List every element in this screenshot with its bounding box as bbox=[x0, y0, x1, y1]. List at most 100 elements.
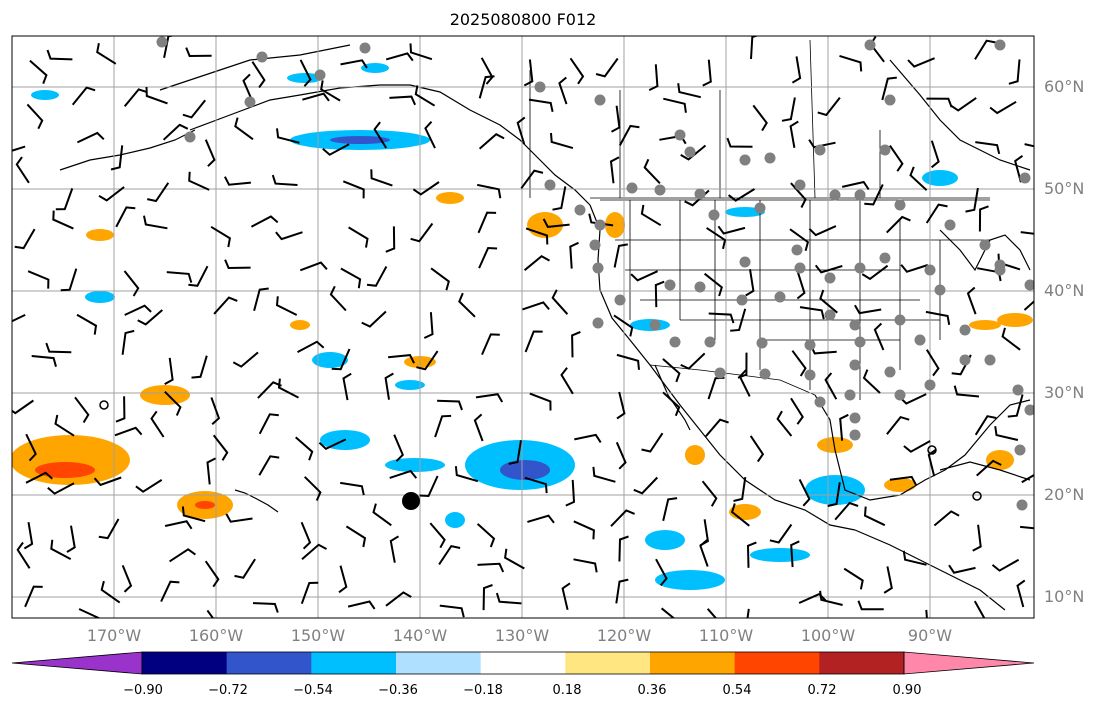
low-center-icon bbox=[927, 445, 937, 455]
field-blob bbox=[287, 73, 323, 83]
wind-barb-icon bbox=[616, 391, 626, 420]
station-dot-icon bbox=[534, 81, 546, 93]
station-dot-icon bbox=[849, 319, 861, 331]
wind-barb-layer bbox=[12, 36, 1034, 618]
wind-barb-icon bbox=[925, 203, 948, 224]
wind-barb-icon bbox=[348, 226, 369, 248]
wind-barb-icon bbox=[991, 558, 1020, 572]
wind-barb-icon bbox=[389, 469, 418, 479]
wind-barb-icon bbox=[640, 204, 662, 227]
wind-barb-icon bbox=[966, 286, 977, 315]
station-dot-icon bbox=[592, 262, 604, 274]
wind-barb-icon bbox=[973, 600, 986, 618]
station-dot-icon bbox=[544, 179, 556, 191]
wind-barb-icon bbox=[592, 466, 616, 483]
wind-barb-icon bbox=[98, 518, 120, 540]
wind-barb-icon bbox=[648, 64, 659, 92]
wind-barb-icon bbox=[975, 141, 1001, 155]
station-dot-icon bbox=[764, 152, 776, 164]
station-dot-icon bbox=[592, 317, 604, 329]
lat-label-20n: 20°N bbox=[1044, 485, 1085, 504]
station-dot-icon bbox=[924, 264, 936, 276]
wind-barb-icon bbox=[210, 225, 232, 248]
wind-barb-icon bbox=[26, 103, 44, 130]
wind-barb-icon bbox=[613, 243, 628, 268]
wind-barb-icon bbox=[615, 441, 627, 470]
wind-barb-icon bbox=[1014, 154, 1024, 183]
colorbar-extend-max bbox=[903, 651, 1035, 675]
coastline-alaska bbox=[189, 84, 591, 206]
wind-barb-icon bbox=[416, 350, 439, 371]
map-title: 2025080800 F012 bbox=[449, 10, 597, 29]
coastline-gulf bbox=[814, 394, 1031, 501]
station-dot-icon bbox=[984, 354, 996, 366]
wind-barb-icon bbox=[114, 426, 143, 437]
wind-barb-icon bbox=[477, 183, 502, 199]
wind-barb-icon bbox=[730, 308, 747, 332]
typhoon-marker[interactable] bbox=[402, 492, 420, 510]
station-dot-icon bbox=[664, 279, 676, 291]
wind-barb-icon bbox=[662, 497, 678, 522]
wind-barb-icon bbox=[342, 372, 352, 401]
station-dot-icon bbox=[879, 252, 891, 264]
lon-label-110w: 110°W bbox=[698, 626, 754, 645]
lon-label-100w: 100°W bbox=[800, 626, 856, 645]
wind-barb-icon bbox=[699, 539, 709, 567]
colorbar-segment bbox=[311, 652, 397, 674]
wind-barb-icon bbox=[188, 171, 210, 191]
weather-map[interactable] bbox=[0, 0, 1105, 640]
colorbar-tick-label: 0.90 bbox=[892, 683, 922, 698]
wind-barb-icon bbox=[863, 506, 886, 527]
wind-barb-icon bbox=[225, 513, 253, 523]
station-dot-icon bbox=[1016, 499, 1028, 511]
wind-barb-icon bbox=[889, 145, 904, 172]
wind-barb-icon bbox=[409, 43, 433, 61]
station-dot-icon bbox=[829, 189, 841, 201]
station-layer bbox=[156, 36, 1034, 511]
station-dot-icon bbox=[1024, 279, 1034, 291]
wind-barb-icon bbox=[609, 156, 620, 184]
wind-barb-icon bbox=[29, 59, 48, 84]
low-center-icon bbox=[972, 491, 982, 501]
wind-barb-icon bbox=[224, 176, 251, 186]
state-boundary bbox=[629, 200, 941, 400]
wind-barb-icon bbox=[121, 565, 133, 593]
wind-barb-icon bbox=[76, 131, 105, 144]
wind-barb-icon bbox=[495, 592, 522, 605]
station-dot-icon bbox=[626, 182, 638, 194]
wind-barb-icon bbox=[162, 123, 189, 141]
map-background bbox=[12, 36, 1034, 618]
wind-barb-icon bbox=[660, 607, 676, 618]
wind-barb-icon bbox=[925, 310, 951, 325]
lat-label-60n: 60°N bbox=[1044, 77, 1085, 96]
wind-barb-icon bbox=[76, 313, 98, 335]
wind-barb-icon bbox=[817, 96, 841, 117]
coastline-aleutians bbox=[59, 129, 196, 171]
wind-barb-icon bbox=[429, 522, 446, 549]
wind-barb-icon bbox=[373, 121, 388, 149]
station-dot-icon bbox=[704, 336, 716, 348]
field-blob bbox=[645, 530, 685, 550]
wind-barb-icon bbox=[776, 410, 793, 437]
wind-barb-icon bbox=[55, 188, 74, 211]
wind-barb-icon bbox=[560, 367, 574, 395]
wind-barb-icon bbox=[573, 558, 598, 573]
colorbar-tick-label: −0.90 bbox=[123, 683, 163, 698]
wind-barb-icon bbox=[834, 501, 859, 521]
graticule-layer bbox=[12, 36, 1034, 618]
station-dot-icon bbox=[314, 69, 326, 81]
station-dot-icon bbox=[736, 294, 748, 306]
wind-barb-icon bbox=[252, 602, 279, 613]
wind-barb-icon bbox=[861, 264, 889, 281]
wind-barb-icon bbox=[204, 560, 220, 588]
wind-barb-icon bbox=[726, 137, 753, 148]
field-blob bbox=[140, 385, 190, 405]
wind-barb-icon bbox=[573, 520, 595, 540]
wind-barb-icon bbox=[619, 124, 640, 146]
colorbar bbox=[11, 651, 1035, 675]
field-blob bbox=[312, 352, 348, 368]
colorbar-tick-label: 0.72 bbox=[807, 683, 837, 698]
station-dot-icon bbox=[854, 189, 866, 201]
station-dot-icon bbox=[594, 94, 606, 106]
lon-label-90w: 90°W bbox=[907, 626, 953, 645]
